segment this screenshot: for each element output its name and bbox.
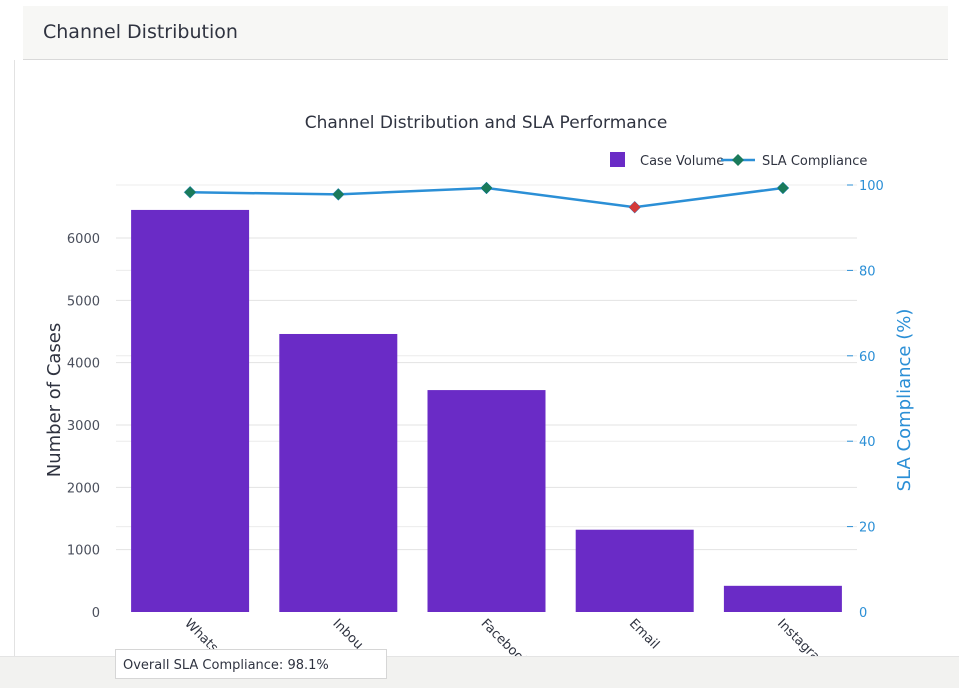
y2-tick-label: 0	[859, 606, 867, 621]
y-axis-title-right: SLA Compliance (%)	[894, 309, 915, 492]
sla-marker-whatsapp	[183, 185, 197, 199]
y-axis-left: 0 1000 2000 3000 4000 5000 6000	[67, 232, 100, 621]
bar-whatsapp	[131, 209, 250, 612]
x-tick-label: Inbou	[329, 616, 365, 652]
sla-line-group	[183, 181, 790, 214]
card-title: Channel Distribution	[43, 21, 238, 43]
chart-title: Channel Distribution and SLA Performance	[305, 113, 668, 133]
y-tick-label: 6000	[67, 232, 100, 247]
bar-inbound	[279, 333, 398, 612]
bar-facebook	[427, 390, 546, 612]
x-tick-label: Email	[626, 616, 662, 652]
sla-marker-email	[628, 200, 642, 214]
y-tick-label: 2000	[67, 481, 100, 496]
card-header: Channel Distribution	[23, 6, 948, 60]
legend-label-case-volume: Case Volume	[640, 154, 724, 169]
legend-swatch-case-volume	[610, 152, 625, 167]
y2-tick-label: 20	[859, 521, 876, 536]
y2-tick-label: 80	[859, 264, 876, 279]
sla-annotation-text: Overall SLA Compliance: 98.1%	[123, 658, 329, 673]
y-tick-label: 3000	[67, 419, 100, 434]
bar-instagram	[723, 585, 842, 612]
sla-marker-facebook	[480, 181, 493, 195]
y-axis-right: 0 20 40 60 80 100	[847, 179, 884, 621]
card-left-border	[14, 60, 15, 656]
y-axis-title-left: Number of Cases	[44, 323, 65, 478]
bars	[131, 209, 842, 612]
y-tick-label: 4000	[67, 357, 100, 372]
bar-email	[575, 529, 694, 612]
legend-marker-sla	[732, 154, 744, 166]
y2-tick-label: 100	[859, 179, 884, 194]
sla-marker-instagram	[776, 181, 790, 195]
sla-annotation: Overall SLA Compliance: 98.1%	[115, 649, 387, 679]
legend[interactable]: Case Volume SLA Compliance	[610, 152, 867, 169]
legend-label-sla: SLA Compliance	[762, 154, 867, 169]
y-tick-label: 0	[92, 606, 100, 621]
y2-tick-label: 40	[859, 435, 876, 450]
y2-tick-label: 60	[859, 350, 876, 365]
sla-marker-inbound	[331, 188, 345, 201]
y-tick-label: 1000	[67, 544, 100, 559]
y-tick-label: 5000	[67, 294, 100, 309]
